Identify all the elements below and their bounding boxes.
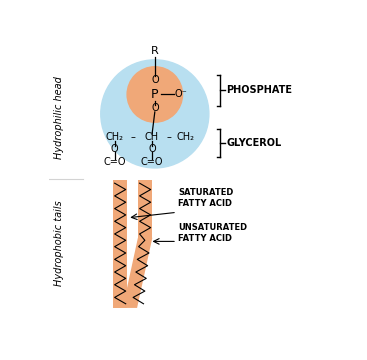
Bar [138,180,152,238]
Circle shape [101,60,209,168]
Text: –: – [131,132,136,143]
Text: GLYCEROL: GLYCEROL [226,138,281,148]
Text: CH₂: CH₂ [176,132,194,143]
Text: R: R [151,46,159,56]
Text: O: O [151,103,159,113]
Text: P: P [151,88,159,101]
Text: Hydrophilic head: Hydrophilic head [54,77,64,159]
Text: UNSATURATED
FATTY ACID: UNSATURATED FATTY ACID [178,224,247,243]
Text: PHOSPHATE: PHOSPHATE [226,85,292,95]
Text: CH: CH [145,132,159,143]
Bar [113,180,127,308]
Text: C=O: C=O [141,157,163,167]
Text: C=O: C=O [103,157,126,167]
Text: O: O [148,144,156,154]
Text: SATURATED
FATTY ACID: SATURATED FATTY ACID [178,188,234,208]
Text: Hydrophobic tails: Hydrophobic tails [54,200,64,285]
Text: O: O [111,144,119,154]
Text: CH₂: CH₂ [106,132,124,143]
Text: O⁻: O⁻ [174,90,187,99]
Polygon shape [123,238,152,308]
Circle shape [127,67,182,122]
Text: –: – [166,132,171,143]
Text: O: O [151,75,159,85]
